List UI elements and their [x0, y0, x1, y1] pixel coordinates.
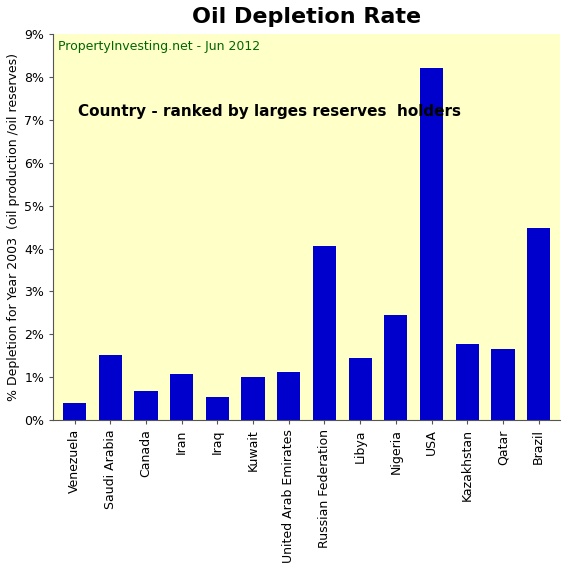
Title: Oil Depletion Rate: Oil Depletion Rate [192, 7, 421, 27]
Bar [99, 355, 122, 420]
Bar [313, 246, 336, 420]
Bar [206, 397, 229, 420]
Y-axis label: % Depletion for Year 2003  (oil production /oil reserves): % Depletion for Year 2003 (oil productio… [7, 53, 20, 401]
Bar [420, 68, 443, 420]
Bar [277, 372, 301, 420]
Bar [242, 377, 265, 420]
Bar [170, 374, 193, 420]
Bar [492, 348, 514, 420]
Text: PropertyInvesting.net - Jun 2012: PropertyInvesting.net - Jun 2012 [58, 40, 260, 53]
Text: Country - ranked by larges reserves  holders: Country - ranked by larges reserves hold… [78, 104, 462, 119]
Bar [384, 315, 408, 420]
Bar [527, 229, 550, 420]
Bar [134, 391, 158, 420]
Bar [63, 403, 86, 420]
Bar [349, 359, 372, 420]
Bar [456, 344, 479, 420]
